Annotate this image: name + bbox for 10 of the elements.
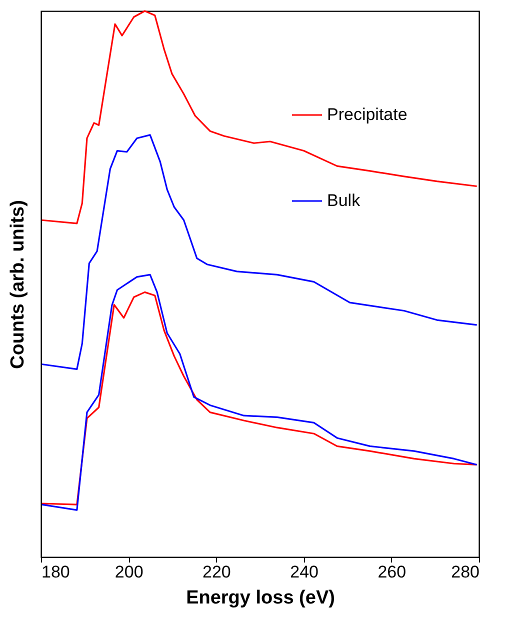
x-tick-label: 260 bbox=[378, 562, 406, 582]
legend-label: Bulk bbox=[327, 191, 361, 210]
x-tick-label: 220 bbox=[202, 562, 231, 582]
y-axis-title: Counts (arb. units) bbox=[8, 200, 28, 369]
x-tick-label: 200 bbox=[114, 562, 144, 582]
x-tick-label: 180 bbox=[42, 562, 70, 582]
x-axis-title: Energy loss (eV) bbox=[186, 588, 335, 608]
x-tick-label: 280 bbox=[451, 562, 480, 582]
x-tick-label: 240 bbox=[290, 562, 318, 582]
legend-label: Precipitate bbox=[327, 105, 408, 124]
